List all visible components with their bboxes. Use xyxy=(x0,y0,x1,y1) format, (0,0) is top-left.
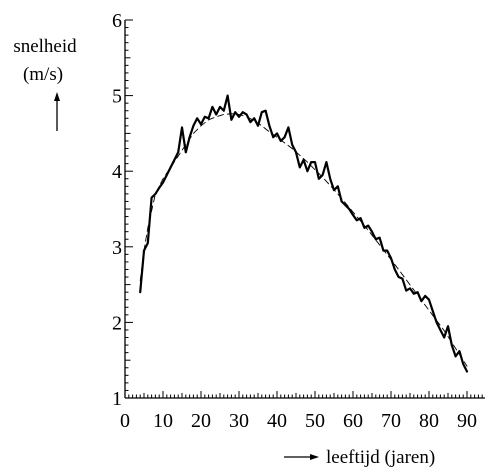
x-tick-label: 40 xyxy=(267,410,287,432)
x-tick-label: 60 xyxy=(343,410,363,432)
x-tick-label: 20 xyxy=(191,410,211,432)
x-tick-label: 90 xyxy=(457,410,477,432)
data-line-solid xyxy=(139,94,469,373)
x-tick-label: 70 xyxy=(381,410,401,432)
trend-line-dashed xyxy=(139,113,468,367)
y-tick-label: 4 xyxy=(112,161,122,183)
y-tick-label: 1 xyxy=(112,388,122,410)
x-tick-label: 0 xyxy=(120,410,130,432)
y-axis-arrow-head xyxy=(54,92,60,101)
series-group xyxy=(139,94,469,373)
y-tick-label: 6 xyxy=(112,10,122,32)
x-tick-label: 30 xyxy=(229,410,249,432)
x-tick-label: 50 xyxy=(305,410,325,432)
x-tick-label: 10 xyxy=(153,410,173,432)
y-tick-label: 2 xyxy=(112,312,122,334)
x-axis-arrow-head xyxy=(310,454,319,460)
x-axis-title-text: leeftijd (jaren) xyxy=(326,447,435,468)
y-tick-label: 5 xyxy=(112,86,122,108)
x-axis-title: leeftijd (jaren) xyxy=(284,447,435,468)
y-tick-label: 3 xyxy=(112,237,122,259)
axes xyxy=(124,20,485,399)
y-axis-title-line-2: (m/s) xyxy=(23,64,63,85)
tick-marks xyxy=(125,19,483,398)
x-tick-label: 80 xyxy=(419,410,439,432)
y-axis-title: snelheid (m/s) xyxy=(13,36,77,131)
y-axis-title-line-1: snelheid xyxy=(13,36,77,57)
tick-labels: 0 10 20 30 40 50 60 70 80 90 1 2 3 4 5 6 xyxy=(112,10,477,432)
